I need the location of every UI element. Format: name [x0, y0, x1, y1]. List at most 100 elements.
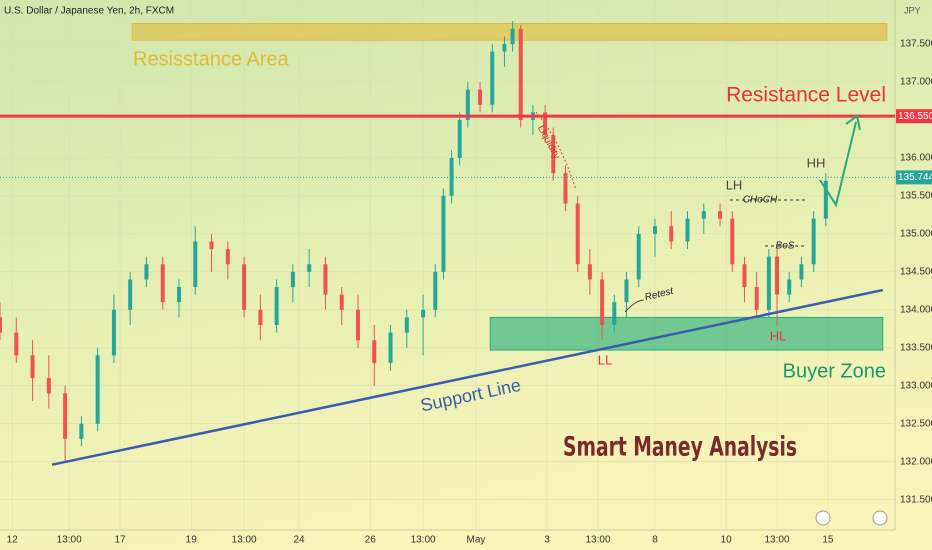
candle-body — [404, 317, 409, 333]
candle-body — [177, 287, 181, 303]
zone — [489, 316, 884, 351]
x-tick-label: 13:00 — [765, 535, 790, 546]
x-tick-label: 10 — [721, 535, 733, 546]
candles — [0, 21, 828, 462]
x-tick-label: 8 — [652, 535, 658, 546]
candle-body — [274, 287, 279, 325]
candle-body — [441, 195, 446, 272]
y-tick-label: 137.000 — [900, 77, 932, 88]
candle-body — [95, 355, 100, 424]
candle-body — [587, 264, 592, 280]
y-tick-label: 135.000 — [900, 229, 932, 240]
candle-body — [0, 317, 2, 333]
y-tick-label: 131.500 — [900, 494, 932, 505]
candle-body — [258, 309, 263, 325]
candle-body — [30, 355, 35, 379]
x-tick-label: 3 — [544, 535, 550, 546]
annotation: Resistance Level — [726, 84, 886, 107]
candle-body — [575, 203, 580, 265]
x-tick-label: 13:00 — [57, 535, 82, 546]
candle-body — [636, 233, 641, 280]
grid — [0, 0, 895, 530]
annotation: LH — [726, 177, 743, 192]
annotation: LL — [598, 352, 612, 367]
x-tick-label: 24 — [293, 535, 305, 546]
candle-body — [624, 279, 629, 303]
candle-body — [323, 264, 328, 295]
candle-body — [799, 264, 804, 280]
x-tick-label: 13:00 — [586, 535, 611, 546]
candle-body — [823, 180, 828, 219]
retest-pointer — [624, 299, 645, 313]
candle-body — [775, 256, 780, 295]
candle-body — [193, 241, 198, 288]
candle-body — [652, 226, 657, 234]
candle-body — [465, 89, 470, 120]
zone — [131, 23, 888, 41]
candle-body — [457, 119, 462, 158]
x-tick-label: 26 — [365, 535, 377, 546]
candle-body — [290, 271, 295, 288]
currency-label: JPY — [904, 5, 921, 15]
y-tick-label: 137.500 — [900, 39, 932, 50]
zone-label: Resisstance Area — [133, 48, 290, 70]
overlays — [0, 114, 895, 466]
candle-body — [79, 423, 84, 439]
candle-body — [242, 264, 247, 310]
candle-body — [433, 271, 438, 310]
x-tick-label: May — [467, 535, 486, 546]
annotation: CHoCH — [743, 195, 778, 206]
candle-body — [787, 279, 792, 295]
candle-body — [563, 173, 568, 204]
candle-body — [449, 157, 454, 196]
y-tick-label: 133.500 — [900, 342, 932, 353]
price-tag — [896, 170, 932, 185]
x-tick-label: 19 — [186, 535, 198, 546]
annotation: BoS — [776, 241, 795, 252]
candle-body — [63, 393, 68, 439]
candle-body — [490, 51, 495, 105]
arrow-head — [845, 114, 861, 131]
candle-body — [766, 256, 771, 310]
price-tag-label: 136.550 — [898, 111, 932, 122]
headline: Smart Maney Analysis — [563, 432, 797, 463]
x-tick-label: 12 — [7, 535, 19, 546]
trendline — [51, 288, 884, 466]
icon[interactable] — [815, 510, 831, 526]
x-tick-label: 13:00 — [411, 535, 436, 546]
candle-body — [718, 211, 723, 219]
price-tag — [896, 109, 932, 124]
candle-body — [160, 264, 165, 303]
candle-body — [111, 309, 116, 356]
projection-arrow — [819, 121, 857, 208]
y-tick-label: 133.000 — [900, 380, 932, 391]
icon[interactable] — [872, 510, 888, 526]
candle-body — [701, 211, 706, 219]
y-tick-label: 136.000 — [900, 153, 932, 164]
candle-body — [46, 378, 51, 394]
candle-body — [388, 332, 393, 363]
candle-body — [518, 28, 523, 120]
candle-body — [128, 279, 133, 310]
candle-body — [209, 241, 214, 250]
candle-body — [543, 112, 548, 136]
x-tick-label: 17 — [114, 535, 126, 546]
candle-body — [685, 218, 690, 242]
candle-body — [669, 226, 674, 242]
x-tick-label: 13:00 — [232, 535, 257, 546]
candle-body — [730, 218, 735, 265]
candle-body — [356, 309, 360, 341]
zone-label: Buyer Zone — [783, 360, 886, 382]
annotation: HL — [770, 328, 787, 343]
x-tick-label: 15 — [822, 535, 834, 546]
candle-body — [502, 44, 507, 52]
y-tick-label: 135.500 — [900, 191, 932, 202]
candle-body — [421, 309, 426, 318]
liquidity-curve — [535, 111, 577, 191]
candle-body — [225, 249, 230, 265]
price-tag-label: 135.744 — [898, 172, 932, 183]
candle-body — [600, 279, 605, 325]
candle-body — [742, 264, 747, 288]
symbol-title: U.S. Dollar / Japanese Yen, 2h, FXCM — [4, 6, 174, 17]
